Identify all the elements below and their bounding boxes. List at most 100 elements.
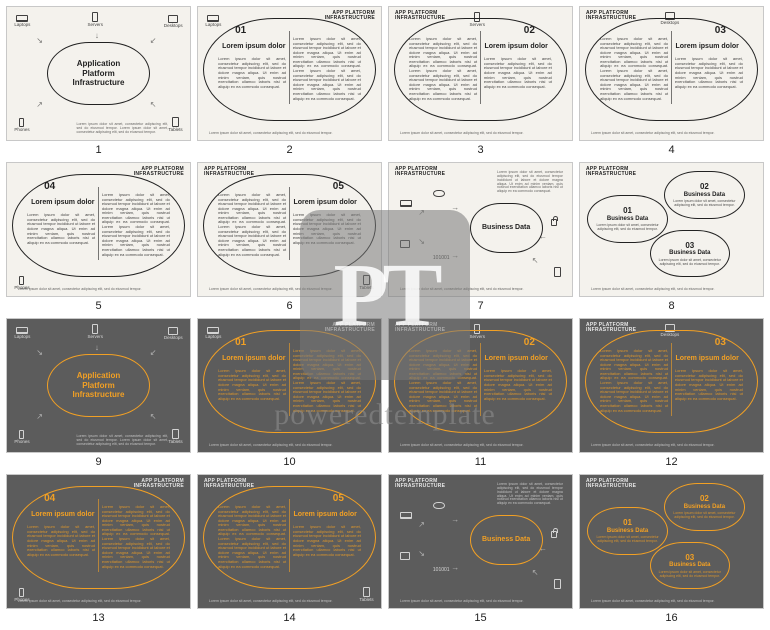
arrow-icon: ↗: [36, 412, 43, 422]
laptops-icon: Laptops: [205, 15, 221, 28]
tablets-label: Tablets: [168, 440, 182, 445]
cloud-mini-icon: [433, 502, 445, 509]
slide-5[interactable]: APP PLATFORMINFRASTRUCTURE Phones 04 Lor…: [6, 162, 191, 297]
footer-text: Lorem ipsum dolor sit amet, consectetur …: [591, 132, 752, 136]
slide-cell-9: Laptops Servers Desktops Phones Tablets …: [6, 318, 191, 468]
slide-index: 10: [283, 456, 295, 468]
slide-cell-14: APP PLATFORMINFRASTRUCTURE Tablets 05 Lo…: [197, 474, 382, 624]
slide-number: 05: [333, 493, 344, 505]
slide-7[interactable]: APP PLATFORMINFRASTRUCTURE Lorem ipsum d…: [388, 162, 573, 297]
item-body-secondary: Lorem ipsum dolor sit amet, consectetur …: [600, 37, 668, 101]
arrow-icon: ↓: [95, 31, 99, 41]
slide-14[interactable]: APP PLATFORMINFRASTRUCTURE Tablets 05 Lo…: [197, 474, 382, 609]
arrow-icon: ↖: [150, 412, 157, 422]
footer-text: Lorem ipsum dolor sit amet, consectetur …: [591, 444, 752, 448]
slide-index: 2: [286, 144, 292, 156]
slide-index: 13: [92, 612, 104, 624]
slide-15[interactable]: APP PLATFORMINFRASTRUCTURE Lorem ipsum d…: [388, 474, 573, 609]
arrow-icon: ↖: [150, 100, 157, 110]
item-body-secondary: Lorem ipsum dolor sit amet, consectetur …: [409, 349, 477, 413]
slide-4[interactable]: APP PLATFORMINFRASTRUCTURE Desktops 03 L…: [579, 6, 764, 141]
slide-number: 01: [235, 25, 246, 37]
slide-index: 7: [477, 300, 483, 312]
item-body-secondary: Lorem ipsum dolor sit amet, consectetur …: [218, 505, 286, 569]
arrow-icon: ↙: [150, 36, 157, 46]
top-text: Lorem ipsum dolor sit amet, consectetur …: [497, 171, 563, 194]
biz-title: Business Data: [482, 536, 530, 544]
slide-2[interactable]: APP PLATFORMINFRASTRUCTURE Laptops 01 Lo…: [197, 6, 382, 141]
slide-8[interactable]: APP PLATFORMINFRASTRUCTURE 01 Business D…: [579, 162, 764, 297]
slide-13[interactable]: APP PLATFORMINFRASTRUCTURE Phones 04 Lor…: [6, 474, 191, 609]
tablets-icon: Tablets: [168, 429, 182, 445]
divider: [480, 343, 481, 416]
slide-12[interactable]: APP PLATFORMINFRASTRUCTURE Desktops 03 L…: [579, 318, 764, 453]
slide-9[interactable]: Laptops Servers Desktops Phones Tablets …: [6, 318, 191, 453]
center-cloud: ApplicationPlatformInfrastructure: [47, 354, 149, 418]
item-title: Lorem ipsum dolor: [293, 511, 358, 519]
slide-index: 12: [665, 456, 677, 468]
app-platform-label: APP PLATFORMINFRASTRUCTURE: [586, 323, 636, 333]
servers-icon: Servers: [88, 324, 104, 340]
tri-body: Lorem ipsum dolor sit amet, consectetur …: [651, 258, 730, 266]
item-body: Lorem ipsum dolor sit amet, consectetur …: [293, 213, 361, 245]
tablet-icon: [554, 579, 561, 589]
item-title: Lorem ipsum dolor: [30, 199, 95, 207]
desktops-icon: Desktops: [164, 15, 183, 29]
tri-title: Business Data: [665, 192, 744, 199]
big-cloud: 05 Lorem ipsum dolor Lorem ipsum dolor s…: [203, 174, 375, 278]
arrow-icon: ↘: [36, 36, 43, 46]
slide-1[interactable]: Laptops Servers Desktops Phones Tablets …: [6, 6, 191, 141]
footer-text: Lorem ipsum dolor sit amet, consectetur …: [400, 600, 561, 604]
item-title: Lorem ipsum dolor: [30, 511, 95, 519]
slide-number: 04: [44, 181, 55, 193]
footer-text: Lorem ipsum dolor sit amet, consectetur …: [18, 600, 179, 604]
desktops-label: Desktops: [164, 336, 183, 341]
slide-3[interactable]: APP PLATFORMINFRASTRUCTURE Servers 02 Lo…: [388, 6, 573, 141]
slide-cell-2: APP PLATFORMINFRASTRUCTURE Laptops 01 Lo…: [197, 6, 382, 156]
slide-cell-8: APP PLATFORMINFRASTRUCTURE 01 Business D…: [579, 162, 764, 312]
footer-text: Lorem ipsum dolor sit amet, consectetur …: [400, 444, 561, 448]
tablet-icon: [554, 267, 561, 277]
slide-index: 6: [286, 300, 292, 312]
slide-cell-13: APP PLATFORMINFRASTRUCTURE Phones 04 Lor…: [6, 474, 191, 624]
center-title: ApplicationPlatformInfrastructure: [72, 371, 124, 400]
slide-number: 01: [235, 337, 246, 349]
big-cloud: 01 Lorem ipsum dolor Lorem ipsum dolor s…: [203, 330, 375, 434]
footer-text: Lorem ipsum dolor sit amet, consectetur …: [400, 132, 561, 136]
item-body: Lorem ipsum dolor sit amet, consectetur …: [218, 57, 286, 89]
footer-text: Lorem ipsum dolor sit amet, consectetur …: [209, 444, 370, 448]
tri-cloud-02: 02 Business Data Lorem ipsum dolor sit a…: [664, 171, 745, 219]
item-body: Lorem ipsum dolor sit amet, consectetur …: [484, 57, 552, 89]
tri-title: Business Data: [651, 562, 730, 569]
big-cloud: 04 Lorem ipsum dolor Lorem ipsum dolor s…: [12, 174, 184, 278]
slide-10[interactable]: APP PLATFORMINFRASTRUCTURE Laptops 01 Lo…: [197, 318, 382, 453]
center-cloud: ApplicationPlatformInfrastructure: [47, 42, 149, 106]
slide-index: 15: [474, 612, 486, 624]
tri-number: 01: [588, 206, 667, 216]
slide-index: 9: [95, 456, 101, 468]
item-title: Lorem ipsum dolor: [675, 43, 740, 51]
arrow-icon: →: [451, 203, 459, 213]
app-platform-label: APP PLATFORMINFRASTRUCTURE: [325, 323, 375, 333]
footer-text: Lorem ipsum dolor sit amet, consectetur …: [77, 123, 169, 135]
item-body-secondary: Lorem ipsum dolor sit amet, consectetur …: [409, 37, 477, 101]
slide-6[interactable]: APP PLATFORMINFRASTRUCTURE Tablets 05 Lo…: [197, 162, 382, 297]
item-title: Lorem ipsum dolor: [484, 43, 549, 51]
slide-11[interactable]: APP PLATFORMINFRASTRUCTURE Servers 02 Lo…: [388, 318, 573, 453]
item-body: Lorem ipsum dolor sit amet, consectetur …: [218, 369, 286, 401]
divider: [289, 499, 290, 572]
phones-icon: Phones: [14, 118, 29, 133]
slide-index: 16: [665, 612, 677, 624]
arrow-icon: →: [451, 515, 459, 525]
slide-cell-7: APP PLATFORMINFRASTRUCTURE Lorem ipsum d…: [388, 162, 573, 312]
center-title: ApplicationPlatformInfrastructure: [72, 59, 124, 88]
app-platform-label: APP PLATFORMINFRASTRUCTURE: [204, 479, 254, 489]
big-cloud: 03 Lorem ipsum dolor Lorem ipsum dolor s…: [585, 330, 757, 434]
tri-number: 03: [651, 553, 730, 563]
desktops-label: Desktops: [164, 24, 183, 29]
slide-number: 05: [333, 181, 344, 193]
tri-number: 03: [651, 241, 730, 251]
slide-16[interactable]: APP PLATFORMINFRASTRUCTURE 01 Business D…: [579, 474, 764, 609]
slide-number: 02: [524, 337, 535, 349]
footer-text: Lorem ipsum dolor sit amet, consectetur …: [591, 288, 752, 292]
